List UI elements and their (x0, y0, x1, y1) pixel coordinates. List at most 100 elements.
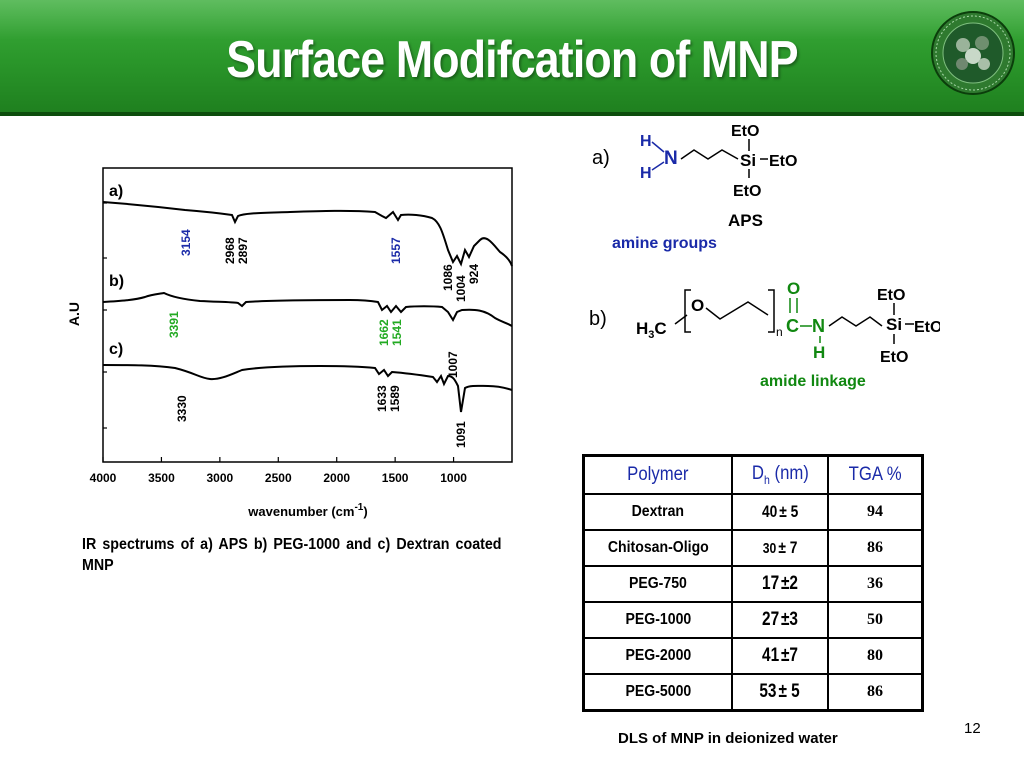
tga-cell: 86 (827, 529, 924, 567)
table-row: PEG-1000 27 ±3 50 (582, 601, 924, 639)
aps-name: APS (728, 211, 763, 230)
ether-oxygen: O (691, 296, 704, 315)
peak-label: 3391 (167, 311, 181, 338)
carbonyl-carbon: C (786, 316, 799, 336)
dh-cell: 41 ±7 (731, 637, 829, 675)
peak-label: 2968 (223, 237, 237, 264)
peak-label: 3330 (175, 395, 189, 422)
department-logo (931, 11, 1015, 95)
x-tick-label: 3500 (148, 471, 175, 485)
peak-label: 924 (467, 264, 481, 284)
amine-h-bottom: H (640, 165, 652, 182)
polymer-cell: PEG-1000 (582, 601, 733, 639)
peak-label: 1541 (390, 319, 404, 346)
header-tga: TGA % (827, 454, 924, 495)
ethoxy-top: EtO (877, 287, 905, 304)
ethoxy-bottom: EtO (733, 183, 761, 200)
polymer-cell: PEG-2000 (582, 637, 733, 675)
propyl-chain (828, 316, 883, 327)
spectrum-line-c (102, 364, 513, 413)
dh-cell: 40 ± 5 (731, 493, 829, 531)
series-label-c: c) (109, 341, 123, 358)
ethoxy-top: EtO (731, 123, 759, 140)
table-row: PEG-5000 53 ± 5 86 (582, 673, 924, 712)
x-tick-label: 4000 (90, 471, 117, 485)
amide-nitrogen: N (812, 316, 825, 336)
ir-caption: IR spectrums of a) APS b) PEG-1000 and c… (82, 536, 502, 574)
polymer-cell: PEG-5000 (582, 673, 733, 712)
bracket-left (684, 289, 691, 333)
spectrum-line-a (102, 201, 513, 267)
peak-label: 2897 (236, 237, 250, 264)
x-tick-label: 2500 (265, 471, 292, 485)
dh-cell: 17 ±2 (731, 565, 829, 603)
amine-h-top: H (640, 133, 652, 150)
peak-label: 1557 (389, 237, 403, 264)
tga-cell: 86 (827, 673, 924, 712)
structure-b-label: b) (589, 308, 607, 330)
bracket-right (768, 289, 775, 333)
amine-n: N (664, 148, 678, 169)
peak-label: 1004 (454, 275, 468, 302)
ethoxy-right: EtO (914, 319, 940, 336)
chemical-structures: a) H N H Si EtO EtO EtO APS amine groups… (589, 123, 940, 390)
amide-hydrogen: H (813, 343, 825, 362)
table-row: Chitosan-Oligo 30 ± 7 86 (582, 529, 924, 567)
peak-labels: 3154 2968 2897 1557 1086 1004 924 3391 1… (167, 229, 481, 448)
structure-a-label: a) (592, 147, 610, 169)
title-bar-shine (0, 0, 1024, 40)
structure-peg-aps: b) H3C O n O C N H Si EtO EtO EtO amide … (589, 279, 940, 390)
peak-label: 1091 (454, 421, 468, 448)
page-number: 12 (964, 720, 981, 737)
carbonyl-oxygen: O (787, 279, 800, 298)
silicon-atom: Si (740, 151, 756, 170)
ethoxy-right: EtO (769, 153, 797, 170)
table-row: PEG-2000 41 ±7 80 (582, 637, 924, 675)
methyl-group: H3C (636, 319, 667, 341)
table-caption: DLS of MNP in deionized water (618, 730, 838, 747)
peak-label: 1007 (446, 351, 460, 378)
dh-cell: 27 ±3 (731, 601, 829, 639)
tga-cell: 50 (827, 601, 924, 639)
x-tick-label: 2000 (323, 471, 350, 485)
tga-cell: 80 (827, 637, 924, 675)
amide-linkage-label: amide linkage (760, 373, 866, 390)
peak-label: 1086 (441, 264, 455, 291)
ethylene-chain (705, 301, 769, 320)
table-row: PEG-750 17 ±2 36 (582, 565, 924, 603)
dls-table: Polymer Dh (nm) TGA % Dextran 40 ± 5 94 … (582, 454, 924, 712)
silicon-atom: Si (886, 315, 902, 334)
table-header-row: Polymer Dh (nm) TGA % (582, 454, 924, 495)
peak-label: 3154 (179, 229, 193, 256)
ir-spectrum-figure: 4000 3500 3000 2500 2000 1500 1000 A.U wavenum… (66, 167, 513, 519)
header-dh: Dh (nm) (731, 454, 829, 495)
polymer-cell: Dextran (582, 493, 733, 531)
structure-aps: a) H N H Si EtO EtO EtO APS amine groups (592, 123, 797, 252)
plot-frame (102, 167, 513, 463)
x-tick-label: 3000 (207, 471, 234, 485)
tga-cell: 36 (827, 565, 924, 603)
peak-label: 1633 (375, 385, 389, 412)
ethoxy-bottom: EtO (880, 349, 908, 366)
x-tick-label: 1000 (440, 471, 467, 485)
header-polymer: Polymer (582, 454, 733, 495)
title-bar: Surface Modifcation of MNP (0, 0, 1024, 116)
amine-groups-label: amine groups (612, 235, 717, 252)
bond (651, 161, 665, 171)
y-axis-label: A.U (66, 302, 82, 326)
bond (651, 141, 665, 153)
table-row: Dextran 40 ± 5 94 (582, 493, 924, 531)
repeat-unit-n: n (776, 325, 783, 339)
dh-cell: 30 ± 7 (731, 529, 829, 567)
series-label-b: b) (109, 273, 124, 290)
peak-label: 1662 (377, 319, 391, 346)
spectrum-line-b (102, 291, 513, 327)
x-axis-label: wavenumber (cm-1) (247, 502, 367, 519)
dh-cell: 53 ± 5 (731, 673, 829, 712)
slide-title: Surface Modifcation of MNP (226, 31, 798, 89)
x-axis-ticks: 4000 3500 3000 2500 2000 1500 1000 (90, 457, 467, 485)
peak-label: 1589 (388, 385, 402, 412)
tga-cell: 94 (827, 493, 924, 531)
polymer-cell: Chitosan-Oligo (582, 529, 733, 567)
polymer-cell: PEG-750 (582, 565, 733, 603)
